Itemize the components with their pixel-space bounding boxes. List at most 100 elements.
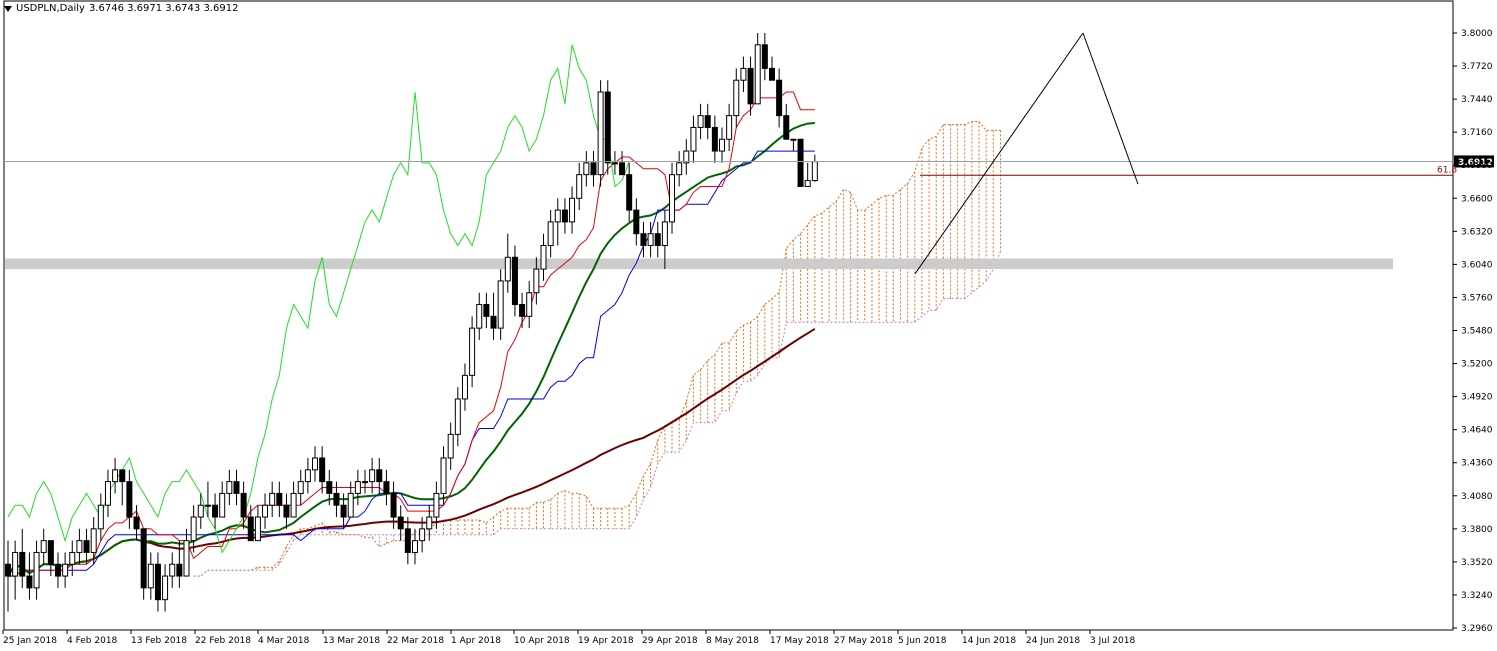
current-price-label: 3.6912 bbox=[1458, 158, 1493, 168]
candle bbox=[169, 552, 176, 588]
y-tick-label: 3.6880 bbox=[1461, 161, 1493, 171]
candle bbox=[540, 233, 547, 281]
candle-body bbox=[283, 504, 290, 518]
y-tick-label: 3.3520 bbox=[1461, 558, 1493, 568]
candle-body bbox=[97, 504, 104, 530]
candle-body bbox=[626, 174, 633, 211]
candle-body bbox=[90, 528, 97, 553]
y-tick-label: 3.4360 bbox=[1461, 459, 1493, 469]
x-tick-label: 24 Jun 2018 bbox=[1026, 636, 1080, 646]
candle bbox=[90, 517, 97, 565]
candle bbox=[490, 292, 497, 340]
candle bbox=[704, 103, 711, 140]
candle-body bbox=[711, 126, 718, 152]
candle-body bbox=[440, 457, 447, 494]
candle bbox=[119, 469, 126, 506]
candle bbox=[54, 552, 61, 588]
candle bbox=[354, 469, 361, 506]
candle-body bbox=[154, 563, 161, 601]
candle-body bbox=[362, 481, 368, 484]
candle-body bbox=[783, 115, 790, 140]
candle bbox=[397, 505, 404, 541]
candle bbox=[369, 458, 376, 494]
candle bbox=[640, 221, 647, 258]
candle-body bbox=[12, 551, 19, 577]
x-tick-label: 5 Jun 2018 bbox=[898, 636, 947, 646]
y-tick-label: 3.7160 bbox=[1461, 128, 1493, 138]
candle bbox=[547, 210, 554, 258]
candle bbox=[5, 540, 11, 612]
x-tick-label: 27 May 2018 bbox=[834, 636, 893, 646]
candle bbox=[319, 446, 326, 494]
candle bbox=[783, 103, 790, 140]
candles bbox=[5, 33, 818, 612]
candle bbox=[419, 517, 426, 553]
candle bbox=[733, 68, 740, 128]
candle bbox=[326, 469, 333, 506]
candle bbox=[761, 33, 768, 81]
candle bbox=[283, 493, 290, 529]
y-tick-label: 3.7720 bbox=[1461, 62, 1493, 72]
candle bbox=[19, 528, 26, 588]
candle-body bbox=[47, 540, 54, 565]
candle bbox=[526, 280, 533, 329]
candle-body bbox=[219, 492, 226, 518]
trend-line-down bbox=[1082, 32, 1139, 185]
y-tick-label: 3.2960 bbox=[1461, 624, 1493, 634]
candle bbox=[219, 481, 226, 518]
candle bbox=[376, 458, 383, 494]
candle-body bbox=[469, 327, 476, 376]
fib-level-label: 61.8 bbox=[1437, 165, 1457, 175]
y-tick-label: 3.8000 bbox=[1461, 29, 1493, 39]
candle bbox=[162, 564, 169, 612]
candle bbox=[740, 56, 747, 93]
candle-body bbox=[147, 563, 154, 589]
candle-body bbox=[254, 516, 261, 542]
candle bbox=[233, 469, 240, 506]
moving-average-long bbox=[7, 327, 816, 577]
candle bbox=[683, 139, 690, 175]
y-axis: 3.8000 3.7720 3.7440 3.7160 3.6880 3.6600 3.63… bbox=[1453, 29, 1493, 634]
chevron-down-icon[interactable] bbox=[4, 5, 12, 12]
candle-body bbox=[490, 315, 497, 329]
candle-body bbox=[126, 481, 133, 518]
x-tick-label: 13 Mar 2018 bbox=[323, 636, 380, 646]
x-tick-label: 22 Feb 2018 bbox=[195, 636, 251, 646]
candle-body bbox=[169, 563, 176, 577]
candle bbox=[647, 221, 654, 258]
candle-body bbox=[447, 433, 454, 459]
candle bbox=[247, 505, 254, 542]
candle-body bbox=[554, 209, 561, 223]
candle bbox=[797, 138, 804, 187]
candle-body bbox=[226, 481, 233, 494]
candle bbox=[604, 80, 611, 175]
candle-body bbox=[5, 563, 11, 577]
x-tick-label: 17 May 2018 bbox=[770, 636, 829, 646]
candle bbox=[297, 469, 304, 506]
y-tick-label: 3.5760 bbox=[1461, 293, 1493, 303]
candle bbox=[333, 481, 340, 518]
candle-body bbox=[569, 197, 576, 223]
candle-body bbox=[233, 481, 240, 494]
candle-body bbox=[411, 540, 418, 553]
candle bbox=[619, 151, 626, 176]
candle bbox=[304, 458, 311, 494]
candle-body bbox=[804, 180, 811, 187]
senkou-span-a bbox=[193, 121, 1001, 577]
candle-body bbox=[212, 504, 219, 518]
candle bbox=[312, 446, 319, 482]
candle bbox=[76, 528, 83, 565]
candle bbox=[476, 292, 483, 340]
y-tick-label: 3.4640 bbox=[1461, 426, 1493, 436]
candle-body bbox=[669, 174, 676, 223]
x-tick-label: 13 Feb 2018 bbox=[131, 636, 187, 646]
candle bbox=[447, 422, 454, 470]
candle bbox=[340, 493, 347, 529]
x-tick-label: 29 Apr 2018 bbox=[642, 636, 698, 646]
candle-body bbox=[419, 528, 426, 542]
candle-body bbox=[811, 161, 818, 182]
candle-body bbox=[790, 138, 797, 141]
candle-body bbox=[768, 67, 775, 81]
